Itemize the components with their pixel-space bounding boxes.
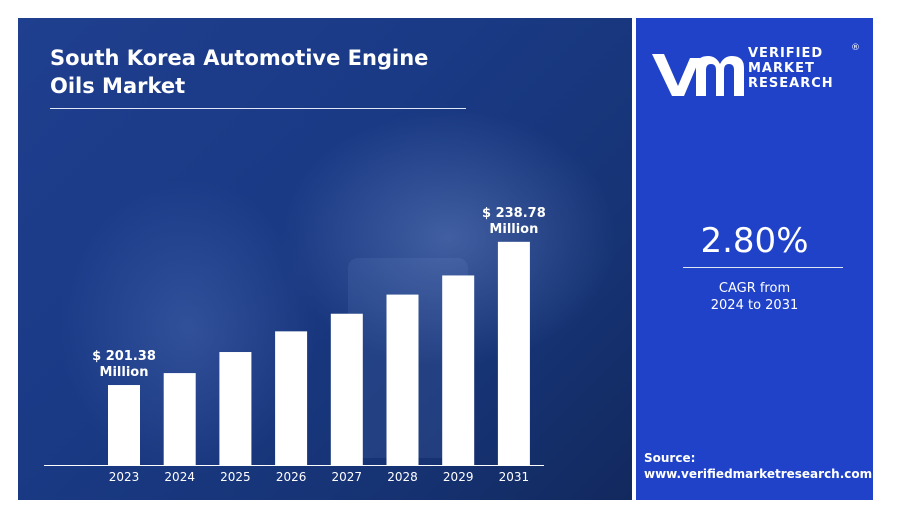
cagr-divider <box>683 267 843 268</box>
chart-title-line2: Oils Market <box>50 74 186 98</box>
chart-title-line1: South Korea Automotive Engine <box>50 46 429 70</box>
bar-chart: 2023 2024 2025 2026 2027 2028 2029 2031 $ 201.38… <box>44 206 546 484</box>
bar-2029 <box>442 275 475 465</box>
chart-title: South Korea Automotive Engine Oils Marke… <box>50 44 470 100</box>
data-label-2023-unit: Million <box>100 365 149 380</box>
x-tick-label: 2023 <box>109 470 140 484</box>
cagr-value: 2.80% <box>700 221 809 261</box>
title-divider <box>50 108 466 109</box>
brand-line3: RESEARCH <box>748 76 834 91</box>
bar-2023 <box>108 385 140 465</box>
data-label-2031-value: $ 238.78 <box>482 206 546 221</box>
x-tick-label: 2024 <box>164 470 195 484</box>
vmr-logo-icon <box>652 54 744 96</box>
brand-wordmark: VERIFIED MARKET RESEARCH <box>748 46 834 91</box>
bar-2031 <box>497 241 530 465</box>
brand-line2: MARKET <box>748 61 815 76</box>
x-tick-label: 2025 <box>220 470 251 484</box>
registered-mark: ® <box>851 43 860 53</box>
source-url: www.verifiedmarketresearch.com <box>644 467 873 481</box>
data-label-2031-unit: Million <box>489 222 538 237</box>
cagr-label: CAGR from 2024 to 2031 <box>636 280 873 314</box>
x-tick-label: 2031 <box>499 470 530 484</box>
x-tick-label: 2028 <box>387 470 418 484</box>
bar-2028 <box>386 294 419 465</box>
x-tick-label: 2027 <box>332 470 363 484</box>
chart-panel: South Korea Automotive Engine Oils Marke… <box>18 18 632 500</box>
bar-2027 <box>330 313 363 465</box>
bar-2024 <box>163 373 196 465</box>
bar-2025 <box>219 352 252 465</box>
bar-2026 <box>275 331 308 465</box>
x-tick-label: 2029 <box>443 470 474 484</box>
info-panel: VERIFIED MARKET RESEARCH ® 2.80% CAGR fr… <box>636 18 873 500</box>
source-note: Source: www.verifiedmarketresearch.com <box>644 450 872 482</box>
x-tick-label: 2026 <box>276 470 307 484</box>
source-label: Source: <box>644 451 696 465</box>
cagr-label-line2: 2024 to 2031 <box>710 298 799 313</box>
brand-line1: VERIFIED <box>748 46 824 61</box>
cagr-label-line1: CAGR from <box>718 281 791 296</box>
data-label-2023-value: $ 201.38 <box>92 349 156 364</box>
